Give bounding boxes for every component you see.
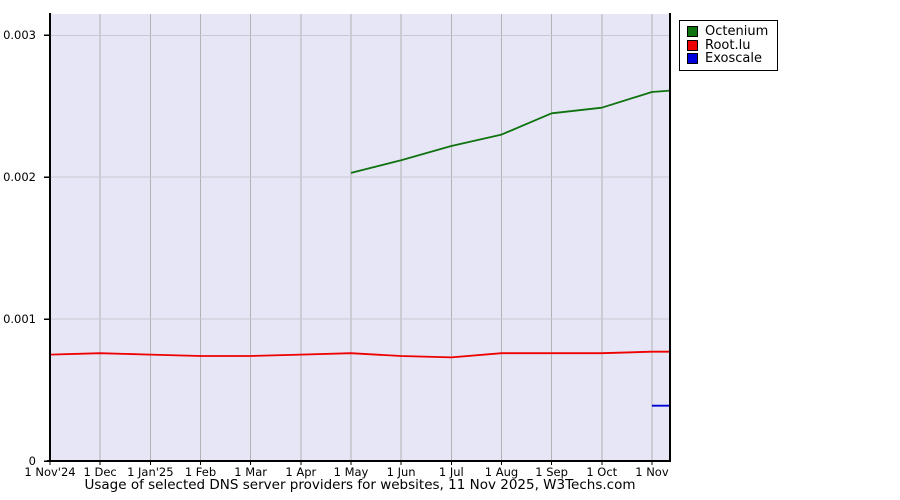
plot-background [50,14,670,461]
x-tick-label: 1 Oct [586,465,618,479]
legend-swatch-octenium-icon [687,26,698,38]
series-line-rootlu [49,350,670,359]
x-tick-label: 1 Mar [234,465,267,479]
series-line-octenium [350,89,671,174]
legend-swatch-rootlu-icon [687,39,698,51]
legend-item-exoscale: Exoscale [687,52,768,66]
legend-item-octenium: Octenium [687,25,768,39]
x-tick-label: 1 Dec [83,465,117,479]
plot-canvas [44,13,671,465]
legend-item-rootlu: Root.lu [687,39,768,53]
x-tick-label: 1 Sep [535,465,568,479]
y-tick-label: 0 [28,454,36,468]
plot-area [44,13,671,465]
legend-label-octenium: Octenium [705,24,769,40]
chart-caption: Usage of selected DNS server providers f… [84,477,636,493]
x-tick-label: 1 Aug [484,465,519,479]
x-tick-label: 1 Feb [184,465,217,479]
y-tick-label: 0.003 [3,28,36,43]
legend-label-rootlu: Root.lu [705,37,751,53]
legend-label-exoscale: Exoscale [705,51,762,67]
x-tick-label: 1 Apr [285,465,317,479]
x-tick-label: 1 Jun [386,465,416,479]
x-tick-label: 1 May [333,465,369,479]
x-tick-label: 1 Jan'25 [127,465,174,479]
x-tick-label: 1 Jul [438,465,464,479]
y-tick-label: 0.002 [3,170,36,185]
x-tick-label: 1 Nov'24 [24,465,76,479]
y-tick-label: 0.001 [3,312,36,327]
legend-swatch-exoscale-icon [687,53,698,65]
x-tick-label: 1 Nov [635,465,669,479]
legend: Octenium Root.lu Exoscale [679,20,779,71]
